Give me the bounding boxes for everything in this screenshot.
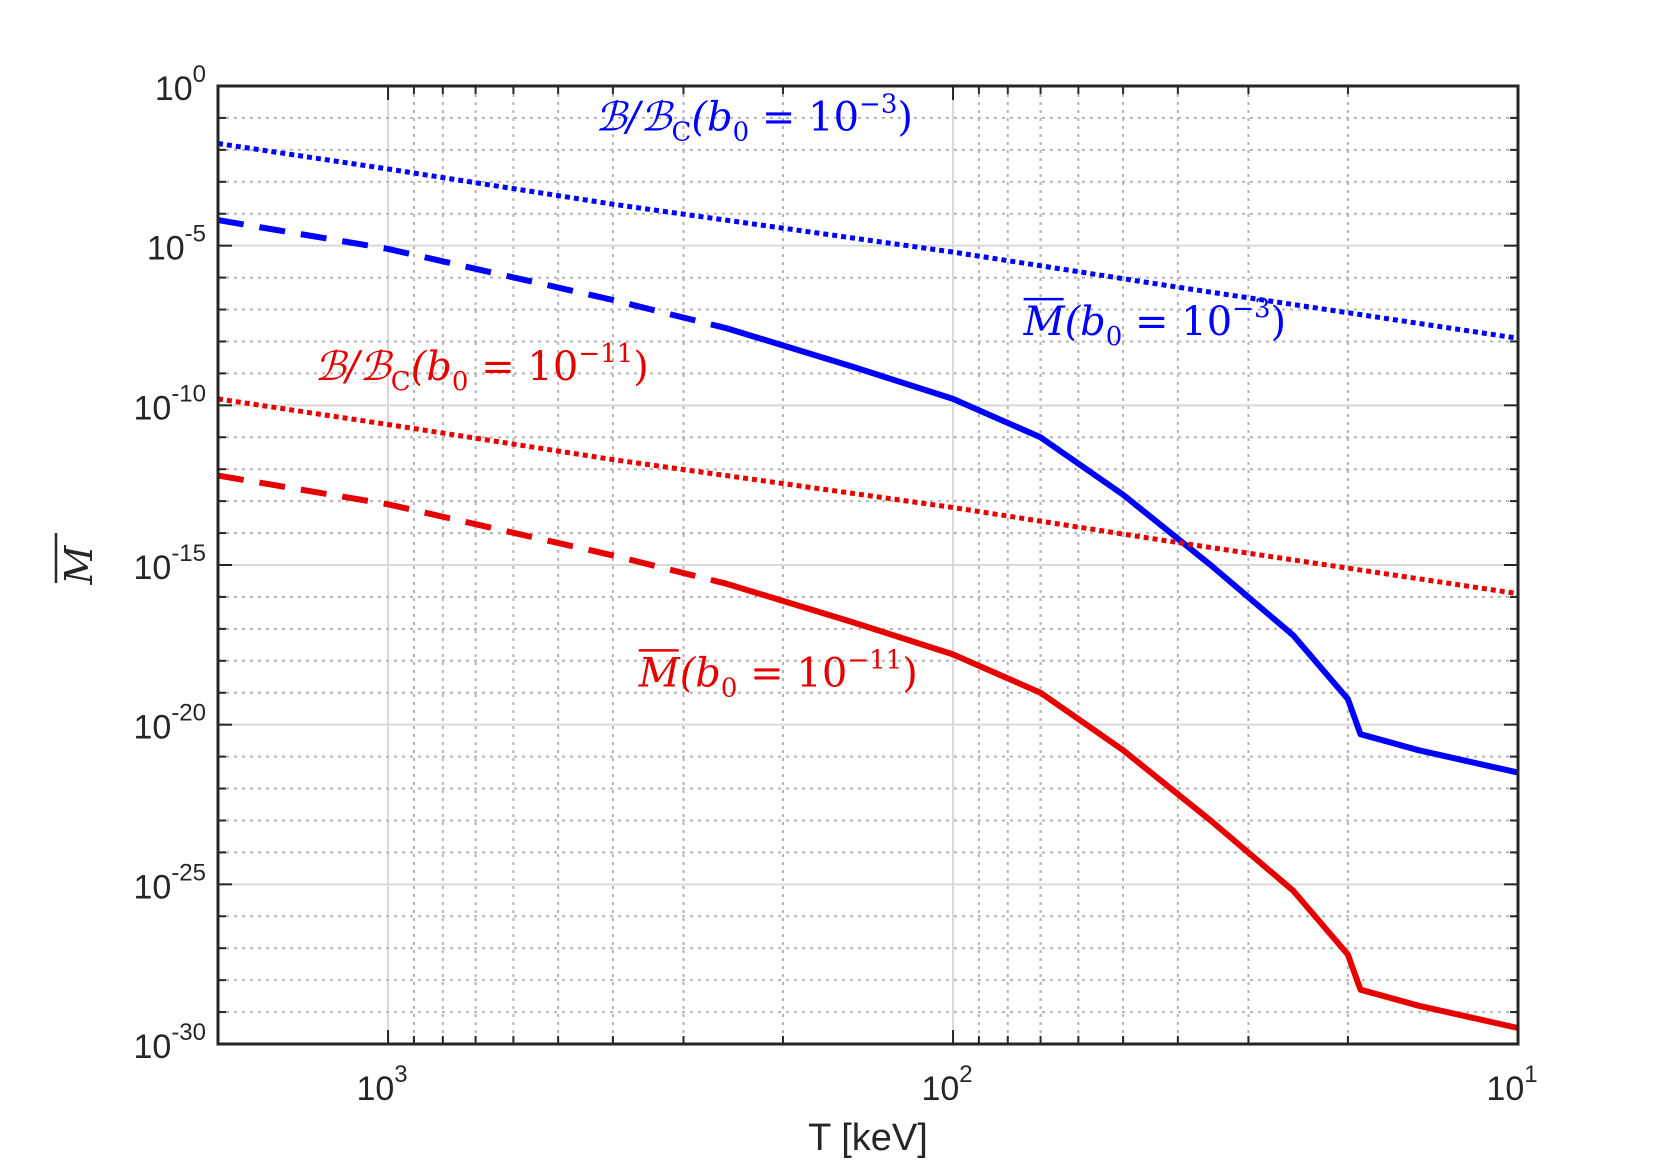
x-tick-label: 103 [356,1061,407,1108]
series-line-dashed [217,472,729,588]
series-line-solid [727,325,1519,776]
x-axis-label: T [keV] [808,1117,928,1159]
series-line-dotted [217,141,1519,341]
annotation-ratio_red: ℬ/ℬC(b0 = 10−11) [314,339,648,397]
y-tick-label: 10-20 [133,700,206,747]
annotation-mag_blue: M(b0 = 10−3) [1023,294,1287,352]
annotation-ratio_blue: ℬ/ℬC(b0 = 10−3) [595,90,913,148]
series-line-dashed [217,217,729,332]
y-axis-label-text: M [57,544,101,585]
y-tick-label: 10-30 [133,1019,206,1066]
series-line-solid [727,581,1519,1031]
x-tick-label: 102 [921,1061,972,1108]
ticks [217,85,1519,1045]
y-tick-label: 10-5 [147,221,206,268]
tick-labels: 103 102 101 100 10-5 10-10 10-15 10-20 10-25 10-3… [133,61,1537,1108]
y-axis-label: M [54,533,101,585]
y-tick-label: 10-25 [133,859,206,906]
x-tick-label: 101 [1486,1061,1537,1108]
grid [217,85,1519,1045]
y-tick-label: 10-15 [133,540,206,587]
annotations: ℬ/ℬC(b0 = 10−3) M(b0 = 10−3) ℬ/ℬC(b0 = 10−… [314,90,1286,704]
y-tick-label: 10-10 [133,380,206,427]
annotation-mag_red: M(b0 = 10−11) [638,645,918,703]
series-line-dotted [217,396,1519,597]
series-layer [217,141,1519,1031]
y-tick-label: 100 [155,61,206,108]
